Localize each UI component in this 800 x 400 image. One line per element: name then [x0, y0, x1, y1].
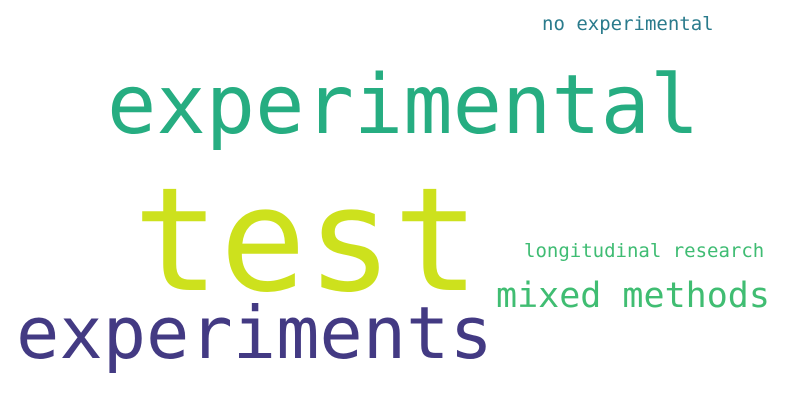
word-mixed-methods: mixed methods — [496, 276, 770, 316]
word-test: test — [133, 156, 480, 324]
word-no-experimental: no experimental — [542, 13, 714, 35]
word-experiments: experiments — [16, 291, 493, 375]
word-longitudinal-research: longitudinal research — [524, 240, 765, 262]
word-experimental: experimental — [107, 58, 700, 153]
